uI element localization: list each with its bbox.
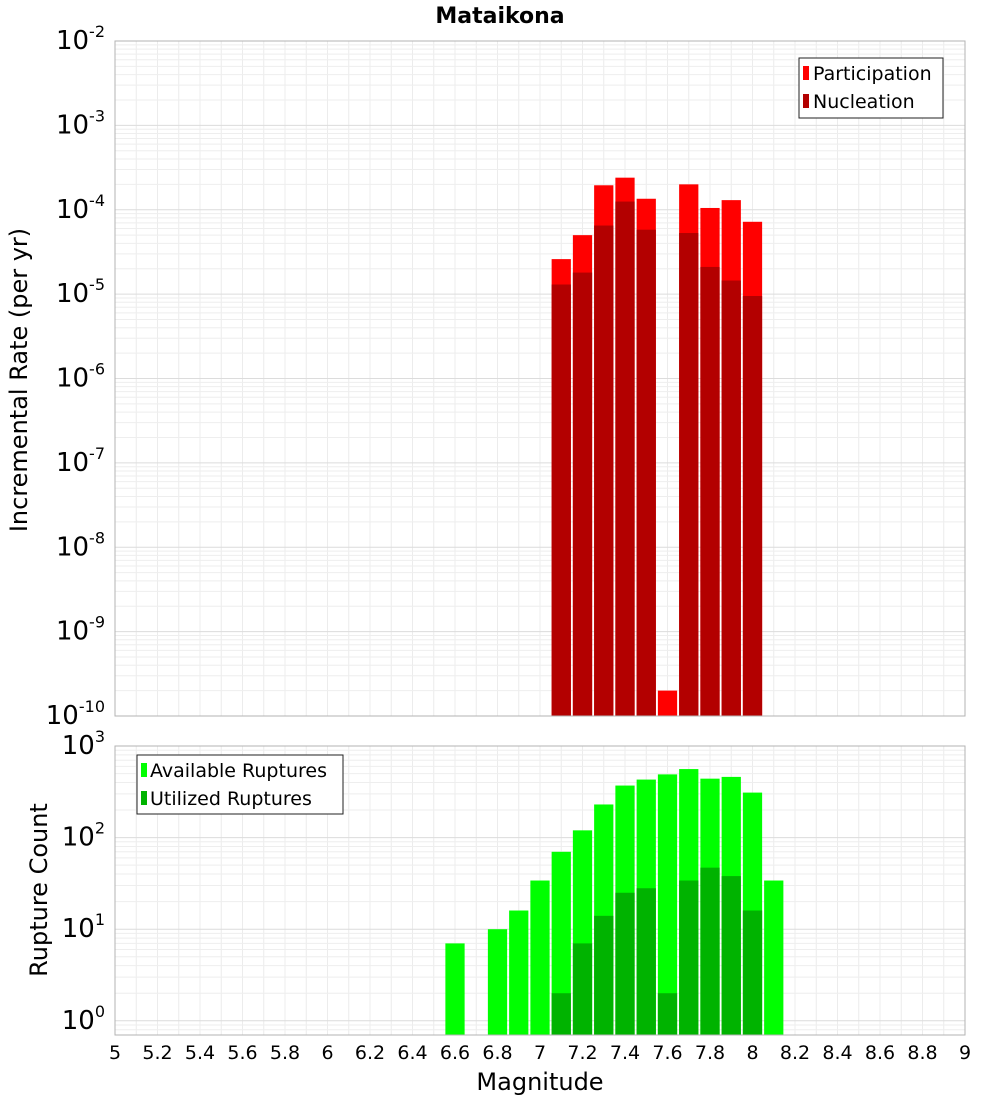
utilized-ruptures-bar xyxy=(657,993,678,1035)
count-panel: 100 101 102 103 5 5.2 5.4 5.6 5.8 6 6.2 6.4 6.6 6.8 7… xyxy=(25,727,971,1096)
x-tick-label: 7.8 xyxy=(695,1042,725,1064)
x-tick-label: 5.2 xyxy=(142,1042,172,1064)
participation-legend-label: Participation xyxy=(813,63,932,85)
utilized-legend-label: Utilized Ruptures xyxy=(150,788,312,810)
available-ruptures-bar xyxy=(551,851,571,1035)
x-tick-label: 8.2 xyxy=(780,1042,810,1064)
nucleation-bar xyxy=(551,284,571,716)
count-y-axis-label: Rupture Count xyxy=(25,803,53,977)
x-tick-label: 6 xyxy=(321,1042,333,1064)
rate-y-tick-labels: 10-10 10-9 10-8 10-7 10-6 10-5 10-4 10-3 10-2 xyxy=(46,22,105,731)
rate-y-tick-label: 10-10 xyxy=(46,697,105,731)
rate-plot-border xyxy=(114,40,966,717)
available-ruptures-bar xyxy=(445,943,465,1035)
x-tick-label: 6.2 xyxy=(355,1042,385,1064)
participation-legend-swatch xyxy=(803,66,809,80)
utilized-ruptures-bar xyxy=(721,876,741,1035)
rate-y-tick-label: 10-2 xyxy=(56,22,105,56)
nucleation-bar xyxy=(700,266,720,716)
nucleation-bar xyxy=(742,296,763,716)
count-y-tick-labels: 100 101 102 103 xyxy=(62,727,105,1036)
x-tick-label: 8.6 xyxy=(865,1042,895,1064)
utilized-ruptures-bar xyxy=(551,993,571,1035)
rate-y-tick-label: 10-7 xyxy=(56,444,105,478)
rate-panel: 10-10 10-9 10-8 10-7 10-6 10-5 10-4 10-3 10-2 In… xyxy=(5,22,966,731)
x-tick-label: 5.4 xyxy=(185,1042,215,1064)
x-tick-label: 8 xyxy=(746,1042,758,1064)
utilized-ruptures-bar xyxy=(636,888,656,1035)
rate-y-tick-label: 10-8 xyxy=(56,528,105,562)
rate-y-tick-label: 10-6 xyxy=(56,360,105,394)
rate-legend: Participation Nucleation xyxy=(798,57,944,119)
x-tick-label: 9 xyxy=(959,1042,971,1064)
x-tick-label: 5.8 xyxy=(270,1042,300,1064)
x-tick-label: 6.8 xyxy=(482,1042,512,1064)
nucleation-bar xyxy=(679,233,699,716)
available-legend-swatch xyxy=(141,763,147,777)
available-ruptures-bar xyxy=(657,774,678,1035)
available-legend-label: Available Ruptures xyxy=(150,760,327,782)
x-tick-label: 5 xyxy=(109,1042,121,1064)
nucleation-legend-label: Nucleation xyxy=(813,91,915,113)
x-tick-label: 7.6 xyxy=(652,1042,682,1064)
utilized-ruptures-bar xyxy=(700,867,720,1035)
nucleation-legend-swatch xyxy=(803,94,809,108)
rate-y-tick-label: 10-9 xyxy=(56,613,105,647)
available-ruptures-bar xyxy=(509,910,529,1035)
count-x-tick-labels: 5 5.2 5.4 5.6 5.8 6 6.2 6.4 6.6 6.8 7 7.2 7.4 7.6 7.8 8… xyxy=(109,1042,971,1064)
utilized-ruptures-bar xyxy=(572,943,593,1035)
nucleation-bar xyxy=(721,280,741,716)
rate-y-tick-label: 10-5 xyxy=(56,275,105,309)
x-axis-label: Magnitude xyxy=(476,1068,603,1096)
x-tick-label: 8.4 xyxy=(822,1042,852,1064)
rate-gridlines xyxy=(114,41,966,717)
count-legend-box xyxy=(136,754,344,815)
utilized-ruptures-bar xyxy=(742,910,763,1035)
x-tick-label: 7.4 xyxy=(610,1042,640,1064)
x-tick-label: 7 xyxy=(534,1042,546,1064)
x-tick-label: 8.8 xyxy=(907,1042,937,1064)
x-tick-label: 6.4 xyxy=(397,1042,427,1064)
chart-title: Mataikona xyxy=(435,4,564,29)
count-y-tick-label: 101 xyxy=(62,910,105,944)
count-legend: Available Ruptures Utilized Ruptures xyxy=(136,754,344,815)
utilized-ruptures-bar xyxy=(679,880,699,1035)
utilized-legend-swatch xyxy=(141,791,147,805)
available-ruptures-bar xyxy=(530,880,550,1035)
rate-bars xyxy=(551,177,763,717)
rate-y-tick-label: 10-3 xyxy=(56,106,105,140)
nucleation-bar xyxy=(594,225,614,716)
rate-y-axis-label: Incremental Rate (per yr) xyxy=(5,228,33,532)
count-y-tick-label: 103 xyxy=(62,727,105,761)
available-ruptures-bar xyxy=(764,880,784,1035)
count-y-tick-label: 102 xyxy=(62,819,105,853)
utilized-ruptures-bar xyxy=(615,892,635,1035)
utilized-ruptures-bar xyxy=(594,915,614,1035)
x-tick-label: 6.6 xyxy=(440,1042,470,1064)
nucleation-bar xyxy=(636,229,656,717)
nucleation-bar xyxy=(615,201,635,716)
count-y-tick-label: 100 xyxy=(62,1002,105,1036)
rate-y-tick-label: 10-4 xyxy=(56,191,105,225)
rate-legend-box xyxy=(798,57,944,119)
available-ruptures-bar xyxy=(487,929,508,1035)
x-tick-label: 5.6 xyxy=(227,1042,257,1064)
count-plot-border xyxy=(114,745,966,1036)
count-bars xyxy=(445,769,784,1035)
participation-bar xyxy=(657,690,678,716)
nucleation-bar xyxy=(572,272,593,716)
x-tick-label: 7.2 xyxy=(567,1042,597,1064)
